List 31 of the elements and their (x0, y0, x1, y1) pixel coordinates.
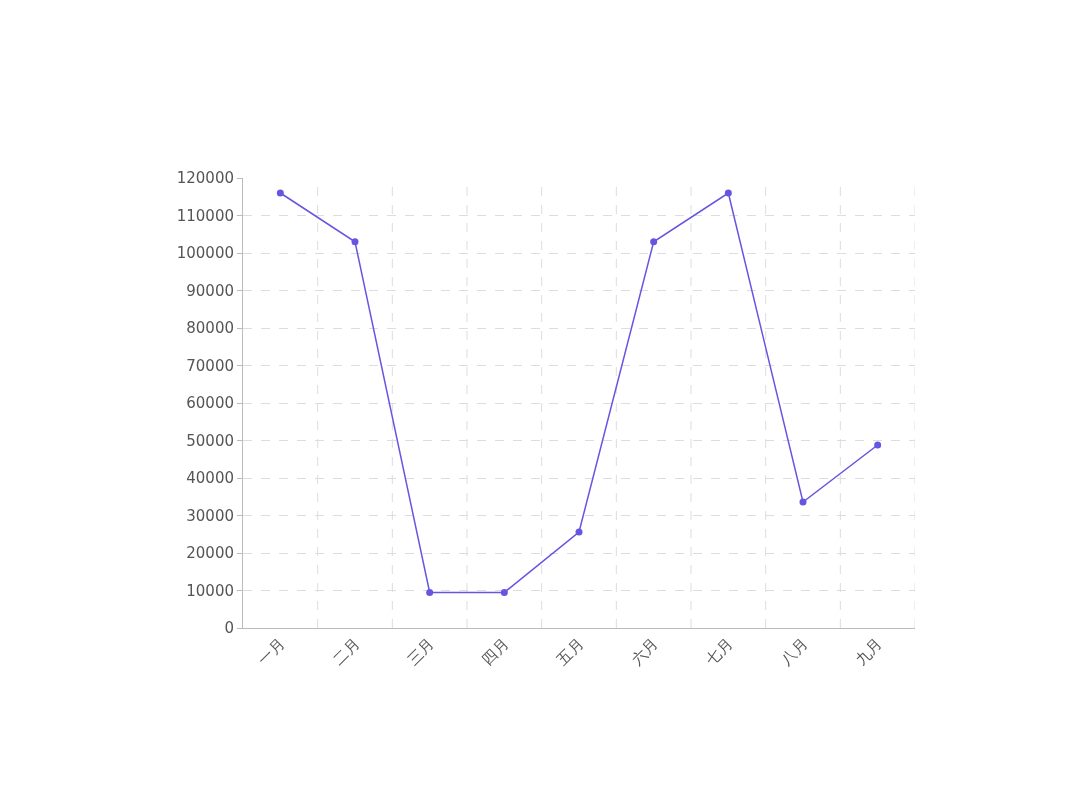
point (724, 189, 732, 197)
point (500, 588, 508, 596)
y-tick-label: 10000 (186, 581, 234, 600)
y-tick-label: 70000 (186, 356, 234, 375)
y-tick-label: 40000 (186, 469, 234, 488)
y-tick-label: 50000 (186, 431, 234, 450)
x-tick-label: 一月 (254, 634, 289, 669)
y-tick-label: 0 (224, 619, 234, 638)
y-tick-label: 90000 (186, 281, 234, 300)
x-tick-label: 三月 (403, 634, 438, 669)
point (351, 238, 359, 246)
y-tick-label: 120000 (176, 169, 234, 188)
x-tick-label: 四月 (478, 634, 513, 669)
point (650, 238, 658, 246)
y-tick-label: 60000 (186, 394, 234, 413)
y-tick-label: 100000 (176, 244, 234, 263)
x-tick-label: 五月 (553, 634, 588, 669)
point (276, 189, 284, 197)
y-tick-label: 110000 (176, 206, 234, 225)
x-tick-label: 七月 (702, 634, 737, 669)
point (874, 441, 882, 449)
x-tick-label: 九月 (851, 634, 886, 669)
y-tick-label: 20000 (186, 544, 234, 563)
point (426, 588, 434, 596)
y-tick-label: 80000 (186, 319, 234, 338)
point (799, 498, 807, 506)
x-tick-label: 二月 (329, 634, 364, 669)
x-tick-label: 八月 (777, 634, 812, 669)
x-tick-label: 六月 (627, 634, 662, 669)
y-tick-label: 30000 (186, 506, 234, 525)
point (575, 528, 583, 536)
